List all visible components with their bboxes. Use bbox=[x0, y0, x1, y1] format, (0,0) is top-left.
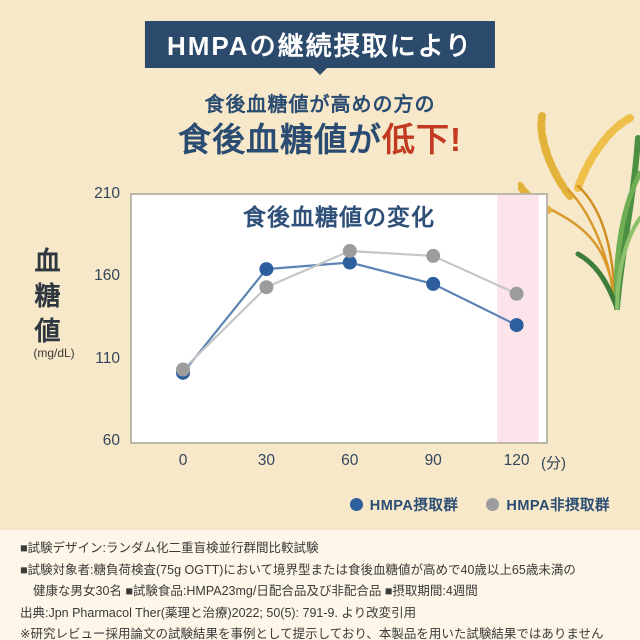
headline: 食後血糖値が低下! bbox=[0, 113, 640, 161]
legend-item-hmpa-group: HMPA摂取群 bbox=[349, 494, 459, 515]
data-point bbox=[509, 286, 524, 301]
y-axis-tick-label: 60 bbox=[102, 432, 120, 449]
line-chart-plot-area bbox=[130, 193, 548, 444]
y-axis-tick-label: 160 bbox=[94, 267, 120, 285]
data-point bbox=[259, 262, 274, 277]
chart-legend: HMPA摂取群 HMPA非摂取群 bbox=[349, 494, 610, 515]
legend-dot-blue bbox=[349, 498, 363, 511]
header-banner: HMPAの継続摂取により bbox=[144, 21, 496, 68]
x-axis-tick-label: 120 bbox=[503, 452, 530, 469]
x-axis-tick-label: 30 bbox=[257, 452, 276, 469]
data-point bbox=[342, 243, 357, 258]
footer-line-subjects-cont: 健康な男女30名 ■試験食品:HMPA23mg/日配合品及び非配合品 ■摂取期間… bbox=[33, 584, 478, 598]
banner-pointer-triangle bbox=[307, 62, 333, 75]
data-point bbox=[342, 255, 357, 270]
footer-line-subjects: ■試験対象者:糖負荷検査(75g OGTT)において境界型または食後血糖値が高め… bbox=[20, 562, 576, 577]
chart-title: 食後血糖値の変化 bbox=[243, 204, 435, 230]
y-axis-unit: (mg/dL) bbox=[33, 346, 75, 360]
legend-label: HMPA摂取群 bbox=[369, 498, 459, 514]
data-point bbox=[426, 276, 441, 291]
data-point bbox=[426, 248, 441, 263]
footer-line-source: 出典:Jpn Pharmacol Ther(薬理と治療)2022; 50(5):… bbox=[20, 605, 417, 620]
study-notes-footer: ■試験デザイン:ランダム化二重盲検並行群間比較試験 ■試験対象者:糖負荷検査(7… bbox=[0, 530, 640, 640]
x-axis-unit: (分) bbox=[541, 455, 566, 472]
x-axis-tick-label: 0 bbox=[178, 452, 188, 469]
footer-line-disclaimer: ※研究レビュー採用論文の試験結果を事例として提示しており、本製品を用いた試験結果… bbox=[20, 627, 604, 640]
footer-line-design: ■試験デザイン:ランダム化二重盲検並行群間比較試験 bbox=[20, 541, 319, 555]
legend-dot-gray bbox=[486, 498, 500, 511]
headline-navy-part: 食後血糖値が bbox=[178, 121, 382, 158]
data-point bbox=[509, 318, 524, 333]
x-axis-tick-label: 90 bbox=[424, 452, 442, 469]
y-axis-label: 血糖値 bbox=[31, 247, 61, 352]
headline-red-part: 低下! bbox=[382, 121, 462, 158]
legend-label: HMPA非摂取群 bbox=[506, 498, 610, 514]
legend-item-non-hmpa-group: HMPA非摂取群 bbox=[486, 494, 610, 515]
data-point bbox=[259, 280, 274, 295]
y-axis-tick-label: 210 bbox=[94, 185, 120, 202]
data-point bbox=[176, 362, 190, 377]
series-line bbox=[182, 261, 518, 374]
y-axis-tick-label: 110 bbox=[95, 349, 120, 367]
x-axis-tick-label: 60 bbox=[341, 452, 359, 469]
rice-plant-illustration bbox=[518, 112, 640, 310]
subtitle: 食後血糖値が高めの方の bbox=[204, 94, 436, 116]
line-chart-svg bbox=[176, 195, 539, 442]
